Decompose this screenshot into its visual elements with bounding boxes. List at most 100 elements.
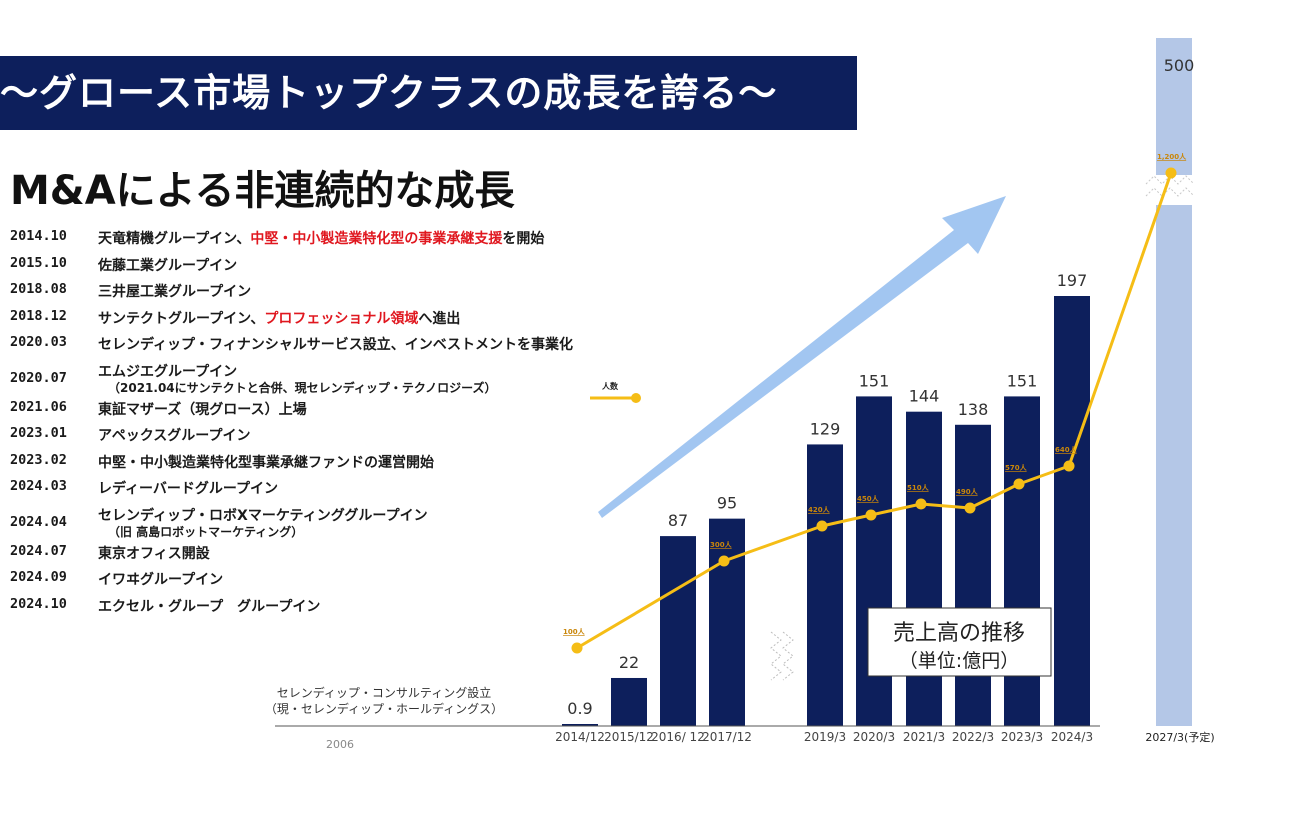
headcount-label: 510人 xyxy=(907,483,930,492)
timeline-item: 2024.03 レディーバードグループイン xyxy=(10,478,650,505)
founding-note: セレンディップ・コンサルティング設立（現・セレンディップ・ホールディングス） 20… xyxy=(265,685,503,751)
timeline-subnote: （2021.04にサンテクトと合併、現セレンディップ・テクノロジーズ） xyxy=(108,380,497,395)
growth-arrow xyxy=(598,196,1006,518)
headcount-point xyxy=(915,498,927,510)
headcount-label: 490人 xyxy=(956,487,979,496)
growth-arrow-shape xyxy=(598,196,1006,518)
revenue-bar xyxy=(1004,396,1040,726)
headcount-label: 420人 xyxy=(808,505,831,514)
revenue-value-label: 129 xyxy=(810,419,841,438)
chart-unit: （単位:億円） xyxy=(899,650,1019,672)
timeline-highlight: プロフェッショナル領域 xyxy=(264,310,419,327)
timeline-text: サンテクトグループイン、 xyxy=(98,310,265,327)
revenue-bar xyxy=(611,677,647,726)
revenue-bar xyxy=(807,444,843,726)
revenue-bar xyxy=(1054,296,1090,726)
timeline-text: 三井屋工業グループイン xyxy=(98,284,252,300)
timeline-text: 中堅・中小製造業特化型事業承継ファンドの運営開始 xyxy=(98,454,434,471)
timeline-item: 2024.09 イワヰグループイン xyxy=(10,569,650,596)
timeline-text: アペックスグループイン xyxy=(98,428,251,444)
timeline-text: イワヰグループイン xyxy=(98,572,224,588)
timeline-item: 2023.02 中堅・中小製造業特化型事業承継ファンドの運営開始 xyxy=(10,452,650,479)
forecast-value-label: 500 xyxy=(1164,56,1195,75)
headcount-point xyxy=(964,502,976,514)
timeline-date: 2024.09 xyxy=(10,569,67,585)
chart-title-frame xyxy=(867,607,1052,677)
timeline-text: へ進出 xyxy=(418,310,461,327)
revenue-bar xyxy=(709,518,745,726)
x-tick-label: 2022/3 xyxy=(952,730,994,744)
timeline-text: 東京オフィス開設 xyxy=(98,545,210,562)
headcount-label: 300人 xyxy=(710,540,733,549)
founding-year: 2006 xyxy=(326,738,354,751)
x-tick-label: 2027/3(予定) xyxy=(1145,730,1214,744)
timeline-item: 2020.03 セレンディップ・フィナンシャルサービス設立、インベストメントを事業… xyxy=(10,334,650,361)
timeline-text: レディーバードグループイン xyxy=(98,481,279,497)
timeline-date: 2018.12 xyxy=(10,307,67,324)
revenue-value-label: 87 xyxy=(668,511,688,530)
timeline-date: 2024.04 xyxy=(10,513,67,530)
revenue-value-label: 22 xyxy=(619,653,639,672)
headcount-label: 640人 xyxy=(1055,445,1078,454)
timeline-subnote: （旧 高島ロボットマーケティング） xyxy=(108,524,304,539)
x-tick-label: 2023/3 xyxy=(1001,730,1043,744)
timeline-date: 2014.10 xyxy=(10,228,67,244)
founding-line1: セレンディップ・コンサルティング設立 xyxy=(277,685,491,700)
headcount-point xyxy=(1013,478,1025,490)
x-tick-label: 2021/3 xyxy=(903,730,945,744)
timeline-text: セレンディップ・フィナンシャルサービス設立、インベストメントを事業化 xyxy=(98,337,574,353)
timeline-item: 2024.04 セレンディップ・ロボXマーケティンググループイン （旧 高島ロボット… xyxy=(10,505,650,543)
x-tick-label: 2017/12 xyxy=(702,730,752,744)
timeline-text: エクセル・グループ グループイン xyxy=(98,598,321,615)
timeline-item: 2014.10 天竜精機グループイン、中堅・中小製造業特化型の事業承継支援を開始 xyxy=(10,228,650,255)
timeline-date: 2023.02 xyxy=(10,451,67,468)
section-title: M&Aによる非連続的な成長 xyxy=(10,168,515,214)
x-tick-label: 2015/12 xyxy=(604,730,654,744)
revenue-value-label: 151 xyxy=(859,371,890,390)
timeline-date: 2024.03 xyxy=(10,478,67,494)
chart-title-box: 売上高の推移 （単位:億円） xyxy=(867,607,1052,677)
x-tick-label: 2024/3 xyxy=(1051,730,1093,744)
headcount-label: 1,200人 xyxy=(1157,152,1187,161)
headcount-label: 450人 xyxy=(857,494,880,503)
founding-line2: （現・セレンディップ・ホールディングス） xyxy=(265,701,503,716)
timeline-date: 2015.10 xyxy=(10,254,67,271)
headcount-point xyxy=(1165,167,1177,179)
revenue-bar xyxy=(856,396,892,726)
headcount-point xyxy=(1063,460,1075,472)
forecast-bar: 500 xyxy=(1144,38,1204,726)
axis-break-marks xyxy=(770,631,794,681)
timeline-item: 2023.01 アペックスグループイン xyxy=(10,425,650,452)
timeline-date: 2020.07 xyxy=(10,369,67,386)
revenue-bar xyxy=(955,424,991,726)
timeline-text: 佐藤工業グループイン xyxy=(98,257,238,274)
revenue-value-label: 0.9 xyxy=(567,699,592,718)
timeline-text: セレンディップ・ロボXマーケティンググループイン xyxy=(98,507,428,524)
x-tick-label: 2020/3 xyxy=(853,730,895,744)
revenue-value-label: 144 xyxy=(909,387,940,406)
revenue-value-label: 95 xyxy=(717,494,737,513)
forecast-bar-rect xyxy=(1156,38,1192,726)
revenue-value-label: 197 xyxy=(1057,271,1088,290)
timeline-text: 天竜精機グループイン、 xyxy=(98,231,251,247)
timeline-item: 2020.07 エムジエグループイン （2021.04にサンテクトと合併、現セレンデ… xyxy=(10,361,650,399)
revenue-value-label: 138 xyxy=(958,400,989,419)
timeline-item: 2024.10 エクセル・グループ グループイン xyxy=(10,596,650,623)
headcount-line: 100人 300人 420人 450人 510人 490人 570人 640人 1,200人 xyxy=(563,152,1187,654)
headcount-label: 570人 xyxy=(1005,463,1028,472)
headline-banner: 〜グロース市場トップクラスの成長を誇る〜 xyxy=(0,56,857,130)
revenue-bar xyxy=(660,536,696,726)
chart-title: 売上高の推移 xyxy=(893,621,1025,646)
timeline-item: 2018.12 サンテクトグループイン、プロフェッショナル領域へ進出 xyxy=(10,308,650,335)
timeline-item: 2021.06 東証マザーズ（現グロース）上場 xyxy=(10,399,650,426)
timeline-item: 2018.08 三井屋工業グループイン xyxy=(10,281,650,308)
timeline-text: を開始 xyxy=(502,231,545,247)
ma-timeline: 2014.10 天竜精機グループイン、中堅・中小製造業特化型の事業承継支援を開始 2… xyxy=(10,228,650,622)
headcount-point xyxy=(865,509,877,521)
revenue-value-label: 151 xyxy=(1007,371,1038,390)
revenue-bar xyxy=(906,411,942,726)
timeline-date: 2024.10 xyxy=(10,595,67,612)
timeline-highlight: 中堅・中小製造業特化型の事業承継支援 xyxy=(250,231,503,247)
timeline-date: 2018.08 xyxy=(10,281,67,297)
